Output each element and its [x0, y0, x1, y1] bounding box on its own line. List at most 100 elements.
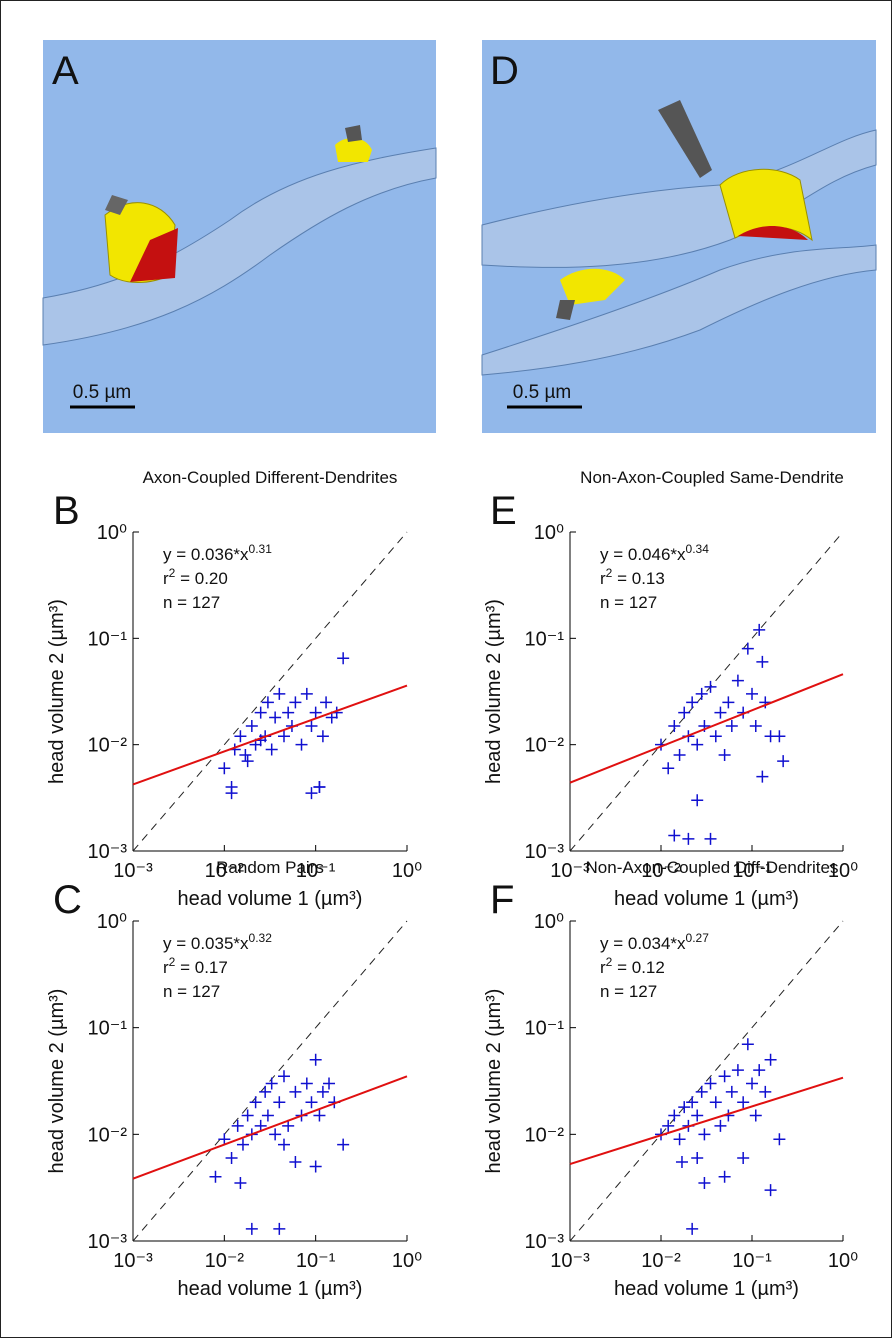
point: [282, 1119, 295, 1132]
annotation-text: n = 127: [163, 593, 220, 612]
dendrite: [481, 244, 877, 376]
point: [265, 1077, 278, 1090]
x-tick-label: 10⁰: [392, 1250, 422, 1272]
point: [675, 1156, 688, 1169]
point: [316, 1085, 329, 1098]
point: [691, 738, 704, 751]
point: [709, 730, 722, 743]
point: [773, 1133, 786, 1146]
y-tick-label: 10⁰: [97, 911, 127, 933]
annotation: y = 0.036*x0.31: [163, 542, 272, 564]
y-tick-label: 10⁻¹: [525, 1018, 565, 1040]
point: [725, 719, 738, 732]
point: [691, 1109, 704, 1122]
panel-label: C: [53, 878, 82, 922]
point: [300, 1077, 313, 1090]
point: [709, 1096, 722, 1109]
point: [241, 1109, 254, 1122]
psd: [738, 225, 808, 240]
x-tick-label: 10⁻³: [113, 860, 153, 882]
fit-line: [132, 684, 408, 786]
dendrite: [42, 147, 437, 346]
image-d: D 0.5 µm: [481, 40, 877, 433]
psd: [130, 228, 178, 282]
point: [695, 687, 708, 700]
y-axis-label: head volume 2 (µm³): [483, 989, 505, 1174]
axon: [556, 300, 575, 320]
y-tick-label: 10⁰: [534, 522, 564, 544]
annotation: n = 127: [163, 593, 220, 612]
y-tick-label: 10⁻³: [88, 1231, 128, 1253]
annotation-text: r: [600, 958, 606, 977]
point: [773, 730, 786, 743]
panel-label: D: [490, 49, 519, 93]
identity-line: [132, 920, 408, 1242]
annotation: r2 = 0.12: [600, 955, 665, 977]
x-tick-label: 10⁻¹: [732, 860, 772, 882]
scatter-chart: Non-Axon-Coupled Same-Dendrite E 10⁻³ 10⁻² 1…: [483, 468, 858, 910]
axon: [345, 125, 362, 142]
point: [686, 1222, 699, 1235]
scale-bar-label: 0.5 µm: [73, 382, 131, 403]
chart-title: Axon-Coupled Different-Dendrites: [143, 468, 398, 487]
axon: [105, 195, 128, 215]
point: [741, 642, 754, 655]
point: [704, 1077, 717, 1090]
point: [682, 832, 695, 845]
panel-label: F: [490, 878, 514, 922]
point: [686, 696, 699, 709]
y-tick-label: 10⁻³: [525, 841, 565, 863]
fit-line: [132, 1075, 408, 1180]
point: [668, 829, 681, 842]
point: [731, 674, 744, 687]
point: [337, 652, 350, 665]
annotation-text: n = 127: [163, 982, 220, 1001]
point: [668, 719, 681, 732]
x-tick-label: 10⁻¹: [732, 1250, 772, 1272]
annotation-sup: 2: [606, 566, 613, 580]
annotation: y = 0.034*x0.27: [600, 931, 709, 953]
point: [289, 696, 302, 709]
point: [234, 730, 247, 743]
point: [305, 1096, 318, 1109]
scatter-chart: Random Pairs C 10⁻³ 10⁻² 10⁻¹ 10⁰ 10⁻³ 10⁻² 10⁻¹…: [46, 858, 422, 1300]
point: [320, 696, 333, 709]
x-tick-label: 10⁻¹: [296, 860, 336, 882]
y-tick-label: 10⁻³: [525, 1231, 565, 1253]
x-tick-label: 10⁰: [828, 860, 858, 882]
scale-bar-label: 0.5 µm: [513, 382, 571, 403]
point: [678, 706, 691, 719]
point: [759, 1085, 772, 1098]
point: [249, 1096, 262, 1109]
point: [273, 687, 286, 700]
annotation-text: y = 0.046*x: [600, 545, 686, 564]
image-a: A 0.5 µm: [42, 40, 437, 433]
x-axis-label: head volume 1 (µm³): [178, 1278, 363, 1300]
point: [746, 687, 758, 700]
annotation-text: = 0.20: [175, 569, 227, 588]
point: [316, 730, 329, 743]
point: [323, 1077, 336, 1090]
y-tick-label: 10⁻²: [525, 735, 565, 757]
point: [756, 770, 769, 783]
annotation-text: = 0.12: [612, 958, 664, 977]
y-tick-label: 10⁻³: [88, 841, 128, 863]
x-tick-label: 10⁻²: [205, 1250, 245, 1272]
annotation-sup: 2: [169, 955, 176, 969]
y-tick-label: 10⁰: [534, 911, 564, 933]
identity-line: [132, 531, 408, 852]
point: [695, 1085, 708, 1098]
scatter-chart: Non-Axon-Coupled Diff-Dendrites F 10⁻³ 10⁻²…: [483, 858, 858, 1300]
x-axis-label: head volume 1 (µm³): [178, 888, 363, 910]
point: [259, 1085, 272, 1098]
x-tick-label: 10⁰: [392, 860, 422, 882]
point: [662, 762, 675, 775]
point: [277, 1070, 290, 1083]
fit-line: [569, 673, 844, 784]
point: [741, 1038, 754, 1051]
point: [714, 1119, 727, 1132]
point: [289, 1156, 302, 1169]
